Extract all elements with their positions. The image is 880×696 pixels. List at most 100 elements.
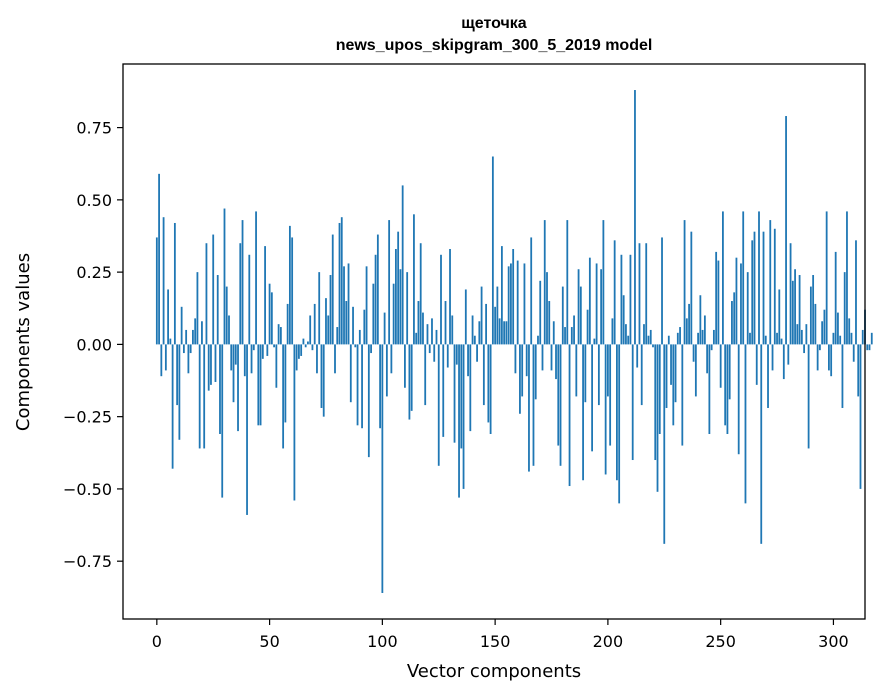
bar <box>248 254 251 345</box>
bar <box>814 303 817 345</box>
bar <box>568 344 571 487</box>
bar <box>868 344 871 351</box>
bar <box>706 344 709 374</box>
bar <box>798 275 801 345</box>
bar <box>196 272 199 345</box>
bar <box>252 344 255 351</box>
x-tick-label: 100 <box>367 632 398 651</box>
x-tick-label: 150 <box>480 632 511 651</box>
bar <box>431 318 433 345</box>
bar <box>300 344 303 356</box>
bar <box>636 344 639 368</box>
bar <box>701 329 704 345</box>
bar <box>805 324 808 345</box>
bar <box>496 286 499 345</box>
bar <box>839 335 842 345</box>
bar <box>282 344 285 449</box>
bar <box>697 332 699 345</box>
bar <box>735 257 738 345</box>
bar <box>374 254 377 345</box>
bar <box>733 292 736 345</box>
bar <box>406 272 409 345</box>
bar <box>225 286 228 345</box>
bar <box>593 338 596 345</box>
x-tick-label: 200 <box>593 632 624 651</box>
bar <box>194 318 197 345</box>
bar <box>390 344 393 374</box>
bar <box>643 324 645 345</box>
bar <box>410 344 413 411</box>
bar <box>794 269 796 345</box>
bar <box>683 220 686 345</box>
bar <box>591 344 593 452</box>
bar <box>582 344 584 481</box>
y-tick-label: −0.75 <box>63 552 112 571</box>
bar <box>291 237 294 345</box>
bar <box>345 301 348 345</box>
bar <box>516 260 519 345</box>
bar <box>216 275 219 345</box>
bar <box>293 344 296 501</box>
bar <box>604 344 607 475</box>
plot-frame <box>122 63 866 620</box>
bar <box>773 228 776 345</box>
bar <box>275 344 278 388</box>
bar <box>670 344 672 385</box>
bar <box>859 344 862 489</box>
bar <box>232 344 235 403</box>
bar <box>376 234 379 345</box>
bar <box>455 344 458 365</box>
bar <box>433 344 436 362</box>
bar <box>467 344 469 377</box>
bar <box>555 344 557 380</box>
bar <box>523 263 526 345</box>
bar <box>449 249 451 345</box>
bar <box>652 344 654 348</box>
bar <box>347 263 350 345</box>
bar <box>428 344 431 354</box>
bar <box>419 243 422 345</box>
bar <box>322 344 325 417</box>
bar <box>162 217 165 345</box>
bar <box>649 329 652 345</box>
bar <box>699 295 702 345</box>
bar <box>435 329 438 345</box>
bar <box>703 315 706 345</box>
bar <box>521 344 524 397</box>
bar <box>424 344 427 406</box>
bar <box>852 344 855 362</box>
bar <box>237 344 239 432</box>
bar <box>848 318 851 345</box>
bar <box>478 321 481 345</box>
bar <box>320 344 323 408</box>
bar <box>311 344 314 351</box>
bar <box>473 335 476 345</box>
bar <box>279 327 282 345</box>
bar <box>440 254 442 345</box>
bar <box>532 344 535 466</box>
bar <box>343 266 345 345</box>
bar <box>223 208 226 345</box>
bar <box>685 318 688 345</box>
y-axis-label: Components values <box>13 253 34 431</box>
chart-subtitle: news_upos_skipgram_300_5_2019 model <box>336 37 653 54</box>
bar <box>543 220 546 345</box>
bar <box>855 240 857 345</box>
bar <box>259 344 262 426</box>
bar <box>631 344 634 461</box>
bar <box>399 269 402 345</box>
bar <box>288 225 291 345</box>
bar <box>370 344 372 354</box>
bar <box>155 237 158 345</box>
bar <box>212 234 215 345</box>
bar <box>228 315 230 345</box>
bar <box>737 344 740 455</box>
bar <box>268 283 271 345</box>
bar <box>505 321 508 345</box>
bar <box>694 344 697 397</box>
bar <box>361 344 363 429</box>
bar <box>753 231 756 345</box>
bar <box>385 344 388 397</box>
bar <box>674 344 677 403</box>
bar <box>782 344 785 380</box>
